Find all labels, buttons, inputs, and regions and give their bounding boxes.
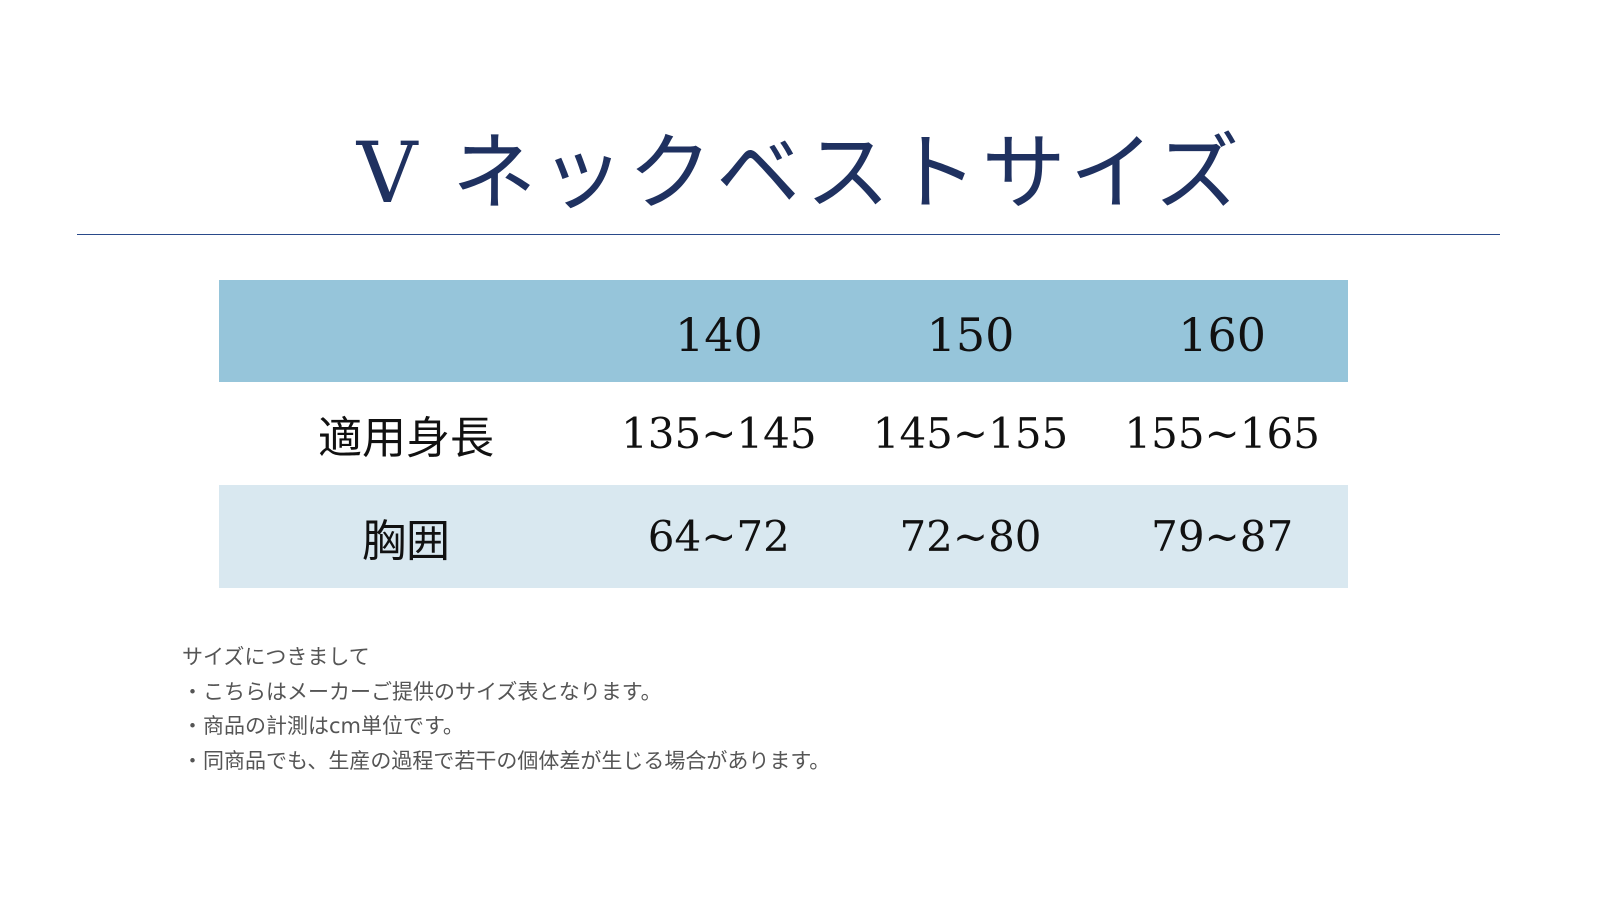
table-cell: 135~145 bbox=[621, 409, 817, 458]
title-divider bbox=[77, 234, 1500, 235]
header-cell-140: 140 bbox=[674, 308, 763, 362]
table-cell: 79~87 bbox=[1151, 512, 1294, 561]
header-cell bbox=[219, 327, 593, 335]
note-item: ・商品の計測はcm単位です。 bbox=[182, 714, 464, 738]
table-row-chest: 胸囲 64~72 72~80 79~87 bbox=[219, 485, 1348, 588]
size-notes: サイズにつきまして ・こちらはメーカーご提供のサイズ表となります。 ・商品の計測… bbox=[182, 640, 830, 778]
table-header-row: 140 150 160 bbox=[219, 280, 1348, 382]
notes-heading: サイズにつきまして bbox=[182, 645, 370, 669]
size-table: 140 150 160 適用身長 135~145 145~155 155~165… bbox=[219, 280, 1348, 588]
table-cell: 64~72 bbox=[647, 512, 790, 561]
row-label: 胸囲 bbox=[362, 515, 450, 567]
table-row-height: 適用身長 135~145 145~155 155~165 bbox=[219, 382, 1348, 485]
table-cell: 155~165 bbox=[1124, 409, 1320, 458]
header-cell-160: 160 bbox=[1178, 308, 1267, 362]
note-item: ・同商品でも、生産の過程で若干の個体差が生じる場合があります。 bbox=[182, 748, 831, 773]
page-title: V ネックベストサイズ bbox=[356, 124, 1244, 222]
header-cell-150: 150 bbox=[926, 308, 1015, 362]
note-item: ・こちらはメーカーご提供のサイズ表となります。 bbox=[182, 679, 662, 704]
table-cell: 72~80 bbox=[899, 512, 1042, 561]
row-label: 適用身長 bbox=[318, 412, 494, 464]
table-cell: 145~155 bbox=[872, 409, 1069, 458]
